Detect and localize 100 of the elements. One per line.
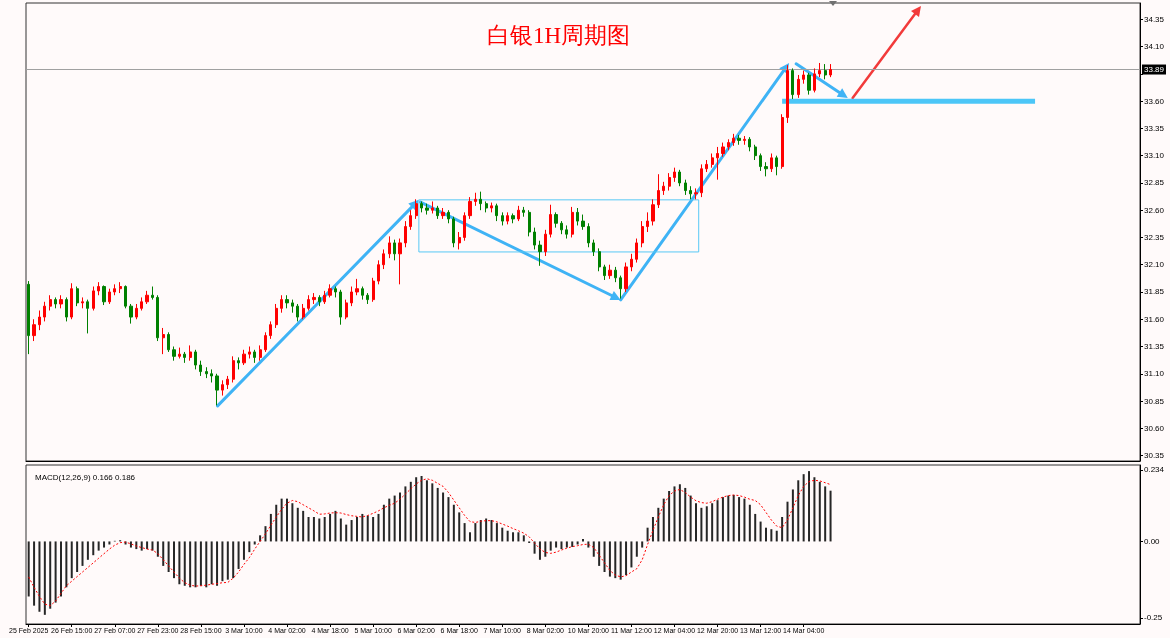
- bar: [242, 541, 245, 560]
- candlestick: [458, 231, 461, 250]
- bar: [490, 520, 493, 542]
- y-tick-label: 34.35: [1144, 14, 1165, 24]
- candlestick: [485, 200, 488, 213]
- candlestick: [167, 331, 170, 353]
- candlestick: [199, 360, 202, 377]
- bar: [103, 541, 106, 548]
- candlestick: [156, 294, 159, 342]
- bar: [275, 504, 278, 542]
- bar: [269, 513, 272, 542]
- candlestick: [124, 284, 127, 309]
- candlestick: [259, 344, 262, 362]
- bar: [350, 520, 353, 542]
- bar: [743, 498, 746, 542]
- bar: [829, 490, 832, 542]
- bar: [302, 510, 305, 542]
- candlestick: [544, 229, 547, 257]
- bar: [630, 541, 633, 568]
- candlestick: [221, 379, 224, 397]
- bar: [312, 516, 315, 542]
- candlestick: [350, 286, 353, 307]
- bar: [33, 541, 36, 606]
- y-tick-label: 31.10: [1144, 369, 1165, 379]
- candlestick: [576, 207, 579, 226]
- candlestick: [328, 283, 332, 298]
- candlestick: [285, 294, 289, 309]
- candlestick: [425, 203, 429, 216]
- bar: [361, 513, 364, 542]
- bar: [635, 541, 638, 557]
- candlestick: [694, 187, 698, 200]
- candlestick: [614, 266, 617, 283]
- bar: [571, 541, 574, 547]
- bar: [576, 541, 579, 545]
- bar: [296, 507, 299, 542]
- bar: [286, 498, 289, 542]
- candlestick: [102, 284, 106, 306]
- candlestick: [248, 346, 251, 359]
- bar: [404, 486, 407, 542]
- bar: [318, 518, 321, 542]
- bar: [108, 541, 111, 545]
- candlestick: [528, 209, 531, 237]
- bar: [711, 503, 714, 542]
- bar: [818, 481, 821, 542]
- bar: [689, 495, 692, 542]
- bar: [178, 541, 181, 585]
- bar: [668, 490, 671, 542]
- candlestick: [189, 344, 192, 362]
- candlestick: [802, 70, 805, 85]
- bar: [366, 515, 369, 542]
- y-tick-label: 32.10: [1144, 260, 1165, 270]
- bar: [549, 541, 552, 551]
- candlestick: [32, 318, 36, 342]
- candlestick: [641, 220, 644, 248]
- candlestick: [748, 136, 751, 152]
- y-tick-label: 33.10: [1144, 151, 1165, 161]
- candlestick: [339, 289, 342, 326]
- bar: [797, 480, 800, 542]
- candlestick: [382, 248, 385, 270]
- candlestick: [145, 290, 149, 305]
- candlestick: [86, 299, 89, 334]
- candlestick: [501, 211, 504, 226]
- candlestick: [770, 152, 773, 173]
- bar: [355, 516, 358, 542]
- candlestick: [495, 203, 498, 222]
- bar: [501, 527, 504, 542]
- candlestick: [162, 327, 165, 355]
- bar: [253, 541, 256, 545]
- candlestick: [27, 280, 30, 355]
- bar: [280, 498, 283, 542]
- candlestick: [571, 206, 574, 238]
- bar: [425, 480, 428, 542]
- candlestick: [549, 204, 552, 238]
- bar: [614, 541, 617, 579]
- candlestick: [334, 286, 337, 298]
- candlestick: [560, 220, 563, 235]
- candlestick: [113, 283, 116, 296]
- bar: [657, 507, 660, 542]
- bar: [345, 524, 348, 542]
- bar: [334, 510, 337, 542]
- bar: [727, 495, 730, 542]
- candlestick: [318, 294, 321, 307]
- candlestick: [291, 299, 294, 314]
- candlestick: [538, 240, 542, 267]
- bar: [592, 541, 595, 557]
- candlestick: [619, 275, 622, 300]
- candlestick: [275, 303, 278, 329]
- bar: [673, 486, 676, 542]
- candlestick: [818, 62, 821, 78]
- candlestick: [565, 224, 568, 240]
- candlestick: [194, 349, 197, 370]
- bar: [92, 541, 95, 556]
- bar: [485, 518, 488, 542]
- candlestick: [764, 161, 768, 177]
- candlestick: [441, 207, 445, 220]
- candlestick: [76, 286, 79, 307]
- candlestick: [711, 152, 714, 169]
- candlestick: [603, 264, 606, 281]
- bar: [447, 497, 450, 542]
- y-tick-label: 30.35: [1144, 451, 1165, 461]
